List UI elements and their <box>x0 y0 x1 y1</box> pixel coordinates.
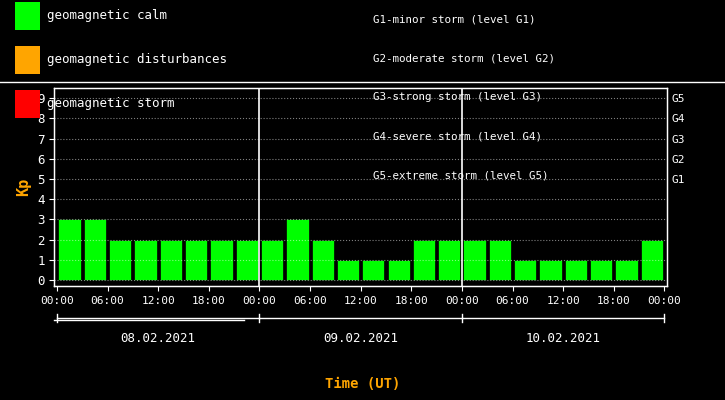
Bar <box>261 240 283 280</box>
Bar <box>84 219 106 280</box>
Text: 09.02.2021: 09.02.2021 <box>323 332 398 344</box>
Y-axis label: Kp: Kp <box>17 178 32 196</box>
Bar <box>160 240 182 280</box>
Text: 10.02.2021: 10.02.2021 <box>526 332 601 344</box>
Bar <box>590 260 613 280</box>
Bar <box>210 240 233 280</box>
Text: G1-minor storm (level G1): G1-minor storm (level G1) <box>373 14 536 24</box>
Text: Time (UT): Time (UT) <box>325 377 400 391</box>
Text: geomagnetic calm: geomagnetic calm <box>47 10 167 22</box>
Text: geomagnetic disturbances: geomagnetic disturbances <box>47 54 227 66</box>
Text: 08.02.2021: 08.02.2021 <box>120 332 196 344</box>
Bar <box>362 260 384 280</box>
Bar <box>337 260 359 280</box>
Text: G2-moderate storm (level G2): G2-moderate storm (level G2) <box>373 53 555 63</box>
Bar <box>616 260 637 280</box>
Bar <box>59 219 80 280</box>
Bar <box>489 240 511 280</box>
Bar <box>236 240 258 280</box>
Bar <box>286 219 309 280</box>
Bar <box>312 240 334 280</box>
Bar <box>185 240 207 280</box>
Text: G3-strong storm (level G3): G3-strong storm (level G3) <box>373 92 542 102</box>
Bar <box>388 260 410 280</box>
Bar <box>514 260 536 280</box>
Bar <box>641 240 663 280</box>
Text: G4-severe storm (level G4): G4-severe storm (level G4) <box>373 132 542 142</box>
Bar <box>413 240 435 280</box>
Text: geomagnetic storm: geomagnetic storm <box>47 98 175 110</box>
Bar <box>134 240 157 280</box>
Bar <box>463 240 486 280</box>
Text: G5-extreme storm (level G5): G5-extreme storm (level G5) <box>373 171 549 181</box>
Bar <box>438 240 460 280</box>
Bar <box>565 260 587 280</box>
Bar <box>109 240 131 280</box>
Bar <box>539 260 562 280</box>
